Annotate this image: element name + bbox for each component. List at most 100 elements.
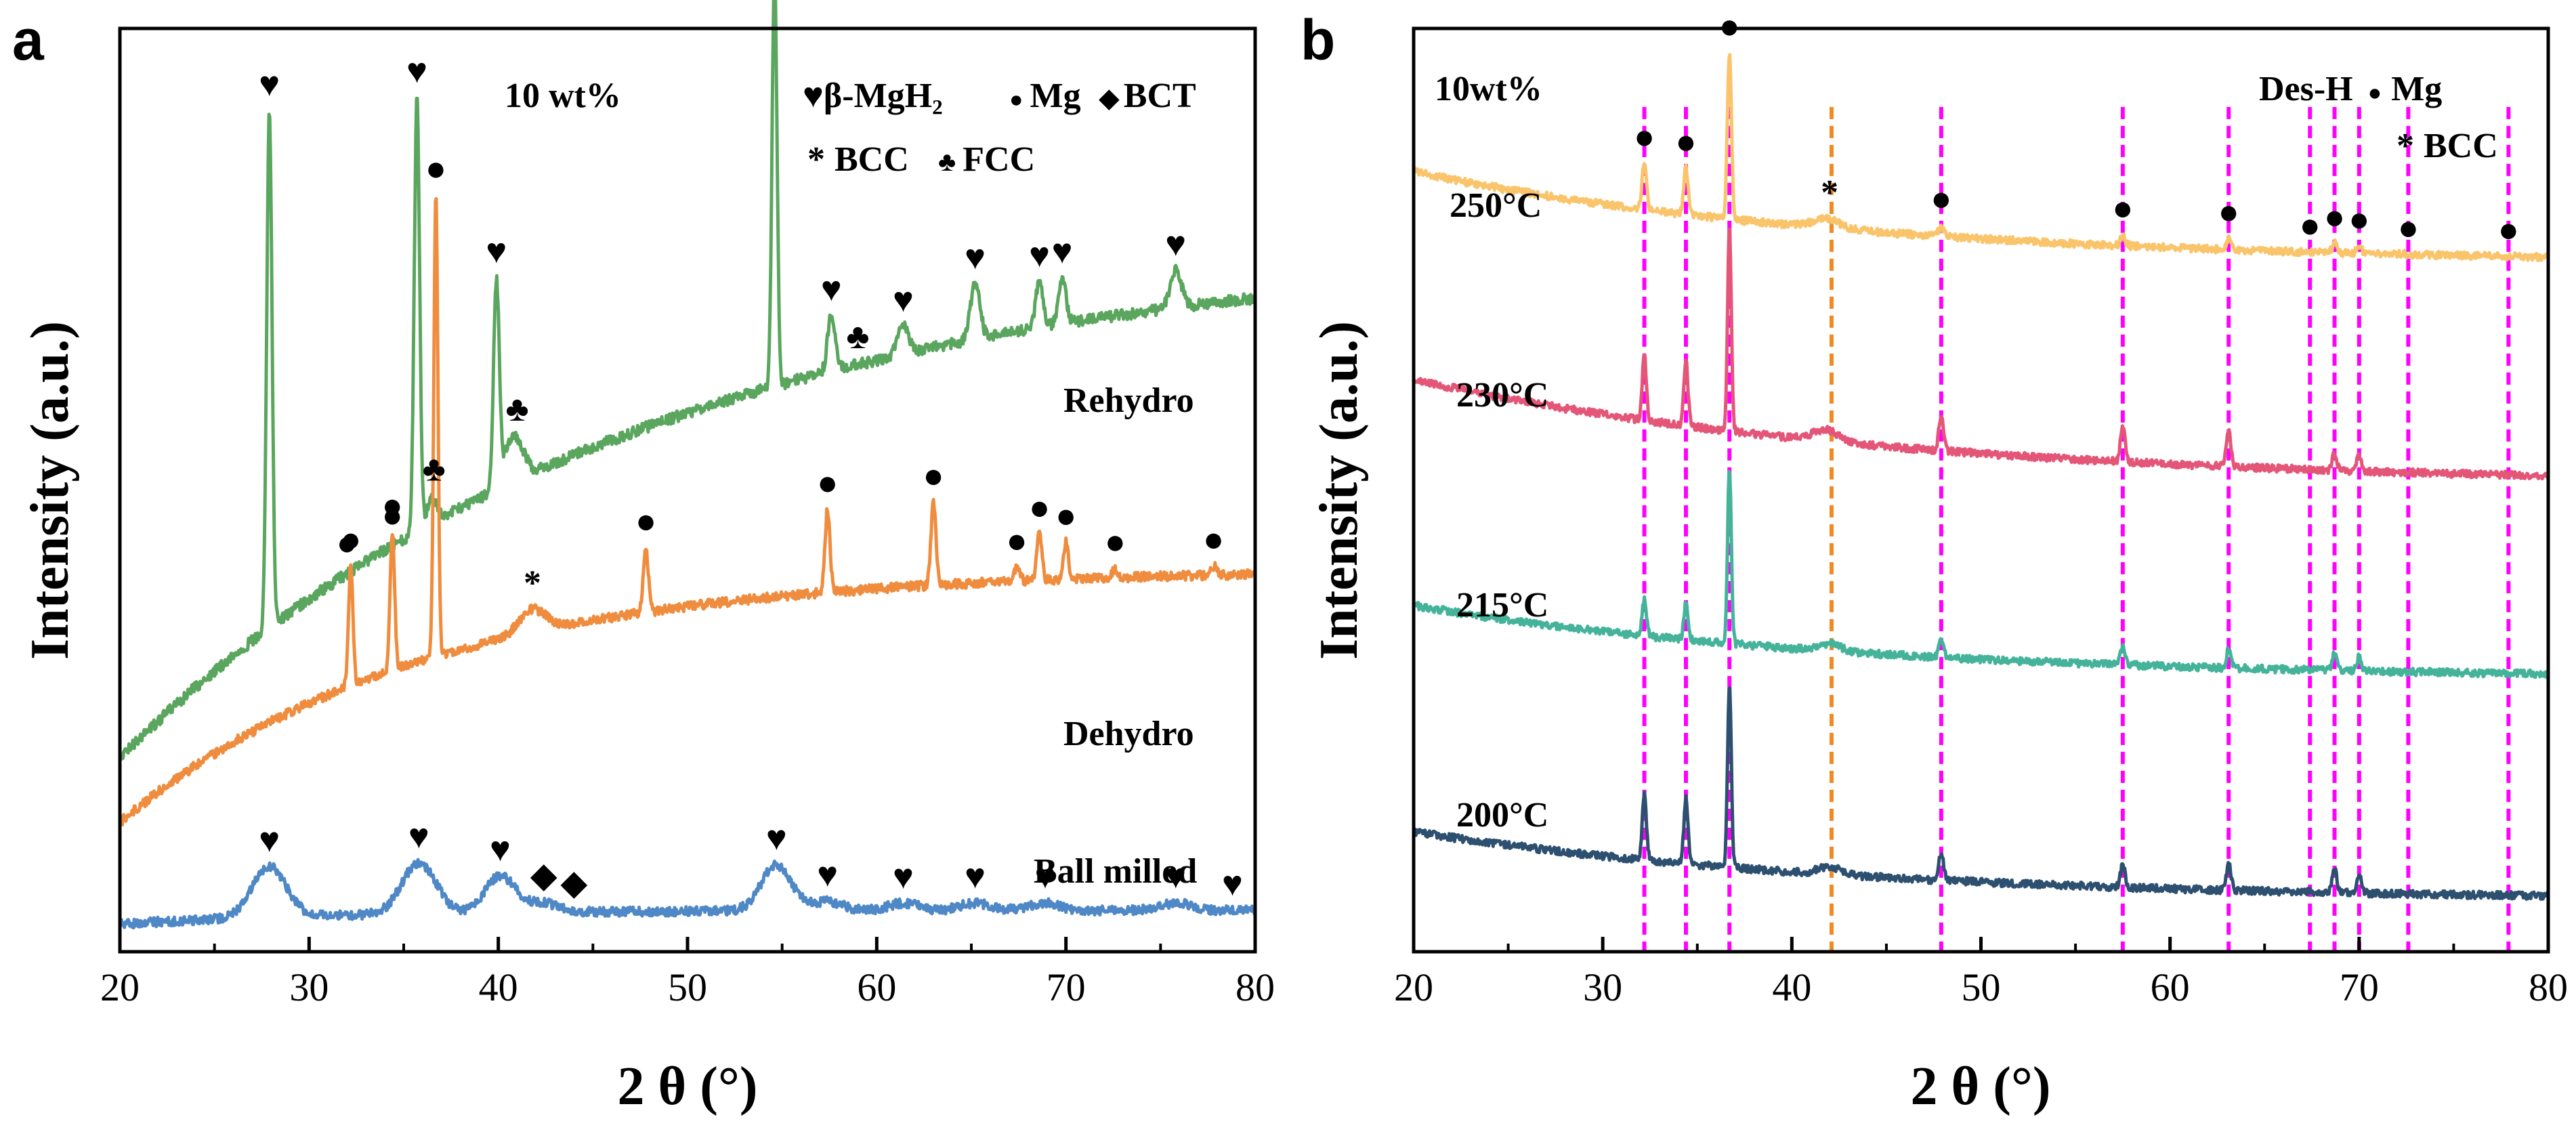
panel-a: a ♥♥♥♥♥♥♥♥♥♥●●♣♣♣●●●*●●●●●●●●♥♥♥◆◆♥♥♥♥♥♥… [12,0,1275,1116]
curve-label-250c: 250°C [1450,186,1542,225]
curve-label-ball-milled: Ball milled [1034,852,1197,891]
peak-marker-heart-ball-milled-1: ♥ [408,818,429,856]
peak-marker-heart-ball-milled-0: ♥ [259,821,280,860]
series-line-200-c [1412,686,2550,901]
peak-marker-heart-ball-milled-7: ♥ [893,858,914,896]
peak-marker-heart-rehydro-1: ♥ [406,52,427,91]
x-tick-label-70: 70 [1047,965,1086,1009]
peak-marker-dot-dehydro-11: ● [1203,520,1224,559]
legend-des-h-label: Des-H [2259,70,2353,108]
series-line-230-c [1412,228,2550,481]
peak-marker-heart-rehydro-9: ♥ [1165,226,1186,264]
series-line-ball-milled [118,858,1257,930]
peak-marker-dot-dehydro-2: ● [425,150,446,188]
curve-label-215c: 215°C [1456,586,1548,625]
peak-marker-dot-250-c-8: ● [2324,198,2345,236]
legend-b-bcc: * BCC [2396,127,2498,165]
peak-marker-dot-dehydro-8: ● [1029,488,1050,527]
legend-b-bcc-label: BCC [2424,127,2498,165]
peak-marker-club-rehydro-13: ♣ [506,390,529,429]
panel-a-x-axis-title: 2 θ (°) [617,1057,757,1116]
peak-marker-heart-ball-milled-2: ♥ [490,830,511,869]
peak-marker-heart-rehydro-0: ♥ [259,66,280,104]
panel-a-markers: ♥♥♥♥♥♥♥♥♥♥●●♣♣♣●●●*●●●●●●●●♥♥♥◆◆♥♥♥♥♥♥♥ [259,52,1243,904]
peak-marker-heart-rehydro-4: ♥ [821,270,842,309]
peak-marker-heart-ball-milled-11: ♥ [1222,865,1243,904]
panel-b-legend: Des-H ● Mg * BCC [2259,70,2498,165]
panel-b-letter: b [1301,8,1335,72]
peak-marker-dot-rehydro-10: ● [336,524,357,563]
peak-marker-heart-rehydro-6: ♥ [965,238,986,277]
panel-b-frame [1412,26,2550,954]
peak-marker-dot-250-c-11: ● [2498,211,2519,249]
peak-marker-dot-dehydro-9: ● [1055,497,1076,536]
peak-marker-heart-ball-milled-8: ♥ [965,858,986,896]
peak-marker-heart-ball-milled-10: ♥ [1165,858,1186,896]
peak-marker-asterisk-250-c-3: * [1821,173,1838,212]
x-tick-label-40: 40 [479,965,518,1009]
panel-a-y-axis-title: Intensity (a.u.) [20,321,80,660]
x-tick-label-20: 20 [100,965,140,1009]
peak-marker-dot-250-c-9: ● [2348,201,2369,239]
peak-marker-diamond-ball-milled-3: ◆ [530,857,557,895]
legend-mg-label: Mg [1030,77,1081,115]
series-line-250-c [1412,53,2550,262]
peak-marker-dot-250-c-0: ● [1634,118,1655,156]
legend-club-symbol: ♣ [938,146,956,177]
peak-marker-heart-rehydro-8: ♥ [1052,232,1073,271]
panel-b-y-axis-title: Intensity (a.u.) [1309,321,1369,660]
legend-fcc-label: FCC [963,140,1035,179]
peak-marker-dot-250-c-6: ● [2218,193,2239,232]
panel-a-annotation: 10 wt% [505,77,621,115]
peak-marker-dot-dehydro-5: ● [817,464,838,503]
x-tick-label-20: 20 [1394,965,1433,1009]
panel-b-annotation: 10wt% [1435,70,1542,108]
panel-b-curve-labels: 250°C 230°C 215°C 200°C [1450,186,1548,835]
x-tick-label-80: 80 [2529,965,2568,1009]
panel-b-markers: ● ●●* ● ● ● ● ● ● ● ● [1634,7,2519,249]
panel-b-x-axis-title: 2 θ (°) [1910,1057,2050,1116]
peak-marker-dot-dehydro-0: ● [340,520,361,559]
x-tick-label-60: 60 [857,965,896,1009]
peak-marker-asterisk-dehydro-3: * [524,564,541,602]
legend-bct-label: BCT [1124,77,1196,115]
peak-marker-heart-rehydro-2: ♥ [486,232,507,271]
peak-marker-dot-dehydro-6: ● [923,457,944,495]
legend-b-dot-symbol: ● [2368,81,2382,106]
peak-marker-heart-ball-milled-5: ♥ [766,820,787,858]
peak-marker-club-rehydro-12: ♣ [423,450,446,488]
curve-label-200c: 200°C [1456,796,1548,835]
panel-a-letter: a [12,8,45,72]
x-tick-label-70: 70 [2340,965,2379,1009]
peak-marker-dot-dehydro-10: ● [1105,523,1126,562]
peak-marker-dot-250-c-7: ● [2300,207,2321,245]
legend-b-asterisk-symbol: * [2396,127,2414,165]
peak-marker-heart-rehydro-7: ♥ [1029,236,1050,275]
panel-a-x-ticks: 20 30 40 50 60 70 80 [100,937,1275,1009]
peak-marker-dot-250-c-10: ● [2398,209,2419,247]
panel-b-series [1412,53,2550,901]
legend-fcc: ♣ FCC [938,140,1035,179]
x-tick-label-50: 50 [1962,965,2001,1009]
legend-dot-symbol: ● [1009,87,1023,112]
x-tick-label-40: 40 [1772,965,1811,1009]
panel-a-frame [118,26,1257,954]
peak-marker-dot-dehydro-1: ● [382,486,403,525]
peak-marker-heart-rehydro-5: ♥ [893,281,914,320]
curve-label-dehydro: Dehydro [1063,715,1194,753]
legend-asterisk-symbol: * [807,140,825,179]
curve-label-rehydro: Rehydro [1063,381,1194,420]
legend-bcc: * BCC [807,140,909,179]
panel-a-curve-labels: Rehydro Dehydro Ball milled [1034,381,1197,891]
peak-marker-heart-ball-milled-6: ♥ [817,856,838,895]
panel-a-legend: ♥β-MgH₂ ● Mg ◆ BCT * BCC ♣ FCC [803,77,1196,179]
peak-marker-dot-250-c-1: ● [1675,123,1696,161]
peak-marker-dot-250-c-5: ● [2112,189,2133,228]
legend-b-mg-label: Mg [2391,70,2442,108]
peak-marker-dot-250-c-4: ● [1930,180,1951,219]
x-tick-label-80: 80 [1236,965,1275,1009]
series-line-dehydro [119,197,1257,827]
peak-marker-dot-dehydro-4: ● [635,502,656,541]
series-line-rehydro [118,0,1257,761]
